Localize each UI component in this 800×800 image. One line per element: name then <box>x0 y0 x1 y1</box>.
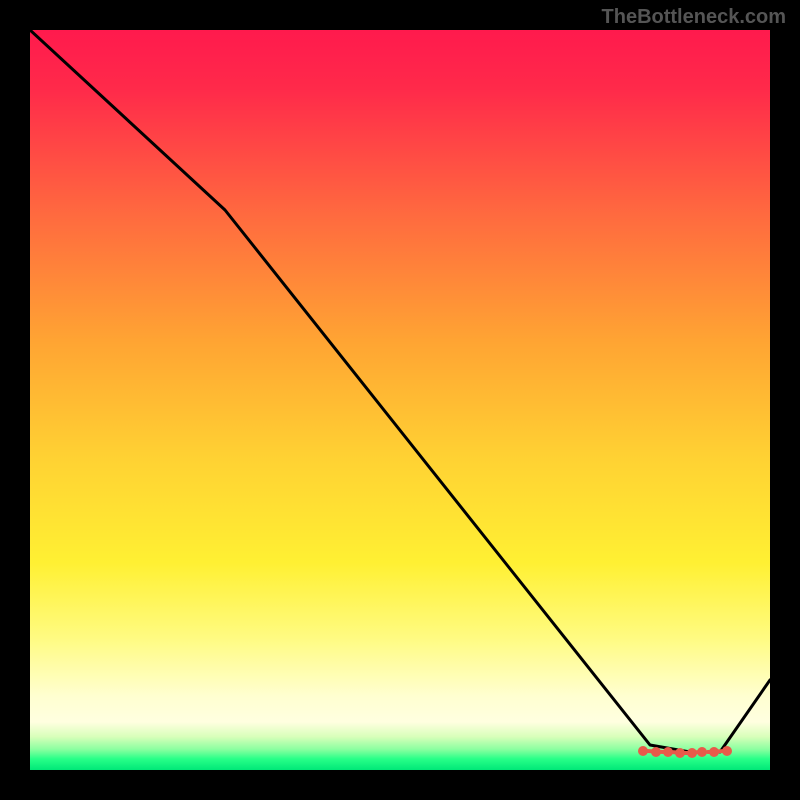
data-marker <box>663 747 673 757</box>
watermark-text: TheBottleneck.com <box>602 6 786 29</box>
bottleneck-curve <box>30 30 770 752</box>
data-marker <box>651 747 661 757</box>
data-marker <box>675 748 685 758</box>
chart-overlay <box>30 30 770 770</box>
data-marker <box>697 747 707 757</box>
data-marker <box>722 746 732 756</box>
data-marker <box>687 748 697 758</box>
data-marker <box>638 746 648 756</box>
data-marker <box>709 747 719 757</box>
